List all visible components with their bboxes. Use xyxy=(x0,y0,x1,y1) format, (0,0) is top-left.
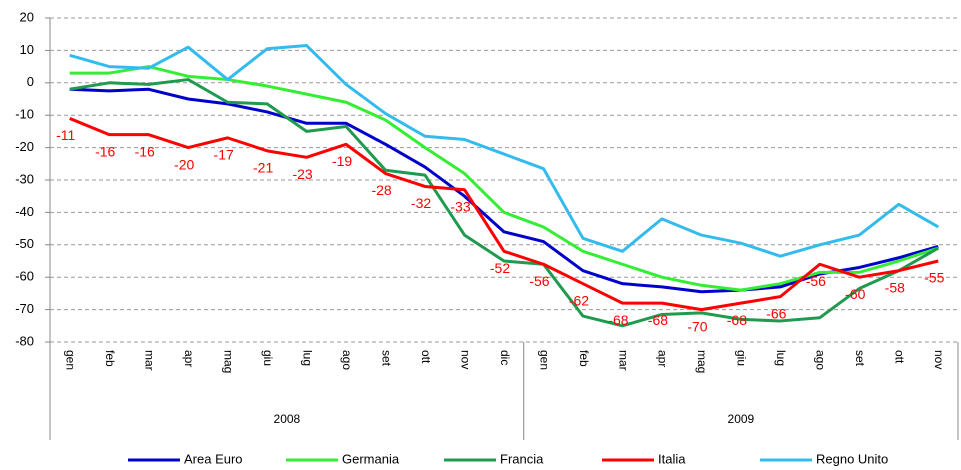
group-label: 2008 xyxy=(274,412,301,426)
legend-label: Germania xyxy=(342,451,400,466)
x-tick-label: ott xyxy=(893,350,907,364)
x-tick-label: ott xyxy=(419,350,433,364)
y-tick-label: -40 xyxy=(15,204,34,219)
x-tick-label: lug xyxy=(774,350,788,366)
data-label: -11 xyxy=(56,127,75,143)
x-tick-label: mar xyxy=(143,350,157,371)
data-label: -23 xyxy=(292,166,312,182)
data-label: -28 xyxy=(371,182,391,198)
y-tick-label: 0 xyxy=(27,74,34,89)
x-tick-label: dic xyxy=(498,350,512,365)
group-label: 2009 xyxy=(728,412,755,426)
data-label: -32 xyxy=(411,195,431,211)
data-label: -56 xyxy=(529,273,549,289)
y-tick-label: -60 xyxy=(15,269,34,284)
x-tick-label: nov xyxy=(458,350,472,369)
data-label: -58 xyxy=(885,279,905,295)
series-line xyxy=(69,44,940,258)
x-tick-label: apr xyxy=(656,350,670,367)
x-tick-label: set xyxy=(379,350,393,367)
series-line xyxy=(69,78,940,328)
series-line xyxy=(69,87,939,294)
x-tick-label: gen xyxy=(537,350,551,370)
series-line xyxy=(69,65,939,292)
data-label: -19 xyxy=(332,153,352,169)
legend-label: Francia xyxy=(500,451,544,466)
x-tick-label: mar xyxy=(616,350,630,371)
data-label: -55 xyxy=(924,270,944,286)
x-tick-label: feb xyxy=(103,350,117,367)
data-label: -70 xyxy=(687,318,707,334)
x-tick-label: gen xyxy=(64,350,78,370)
legend-label: Area Euro xyxy=(184,451,243,466)
x-tick-label: lug xyxy=(300,350,314,366)
legend-label: Italia xyxy=(658,451,686,466)
x-tick-label: ago xyxy=(340,350,354,370)
data-label: -16 xyxy=(135,143,155,159)
x-tick-label: feb xyxy=(577,350,591,367)
y-tick-label: -80 xyxy=(15,333,34,348)
x-tick-label: ago xyxy=(814,350,828,370)
y-tick-label: -50 xyxy=(15,236,34,251)
x-tick-label: nov xyxy=(932,350,946,369)
x-tick-label: mag xyxy=(695,350,709,373)
x-tick-label: set xyxy=(853,350,867,367)
y-tick-label: -30 xyxy=(15,171,34,186)
data-label: -68 xyxy=(648,312,668,328)
data-label: -52 xyxy=(490,260,510,276)
x-tick-label: giu xyxy=(261,350,275,366)
y-tick-label: -10 xyxy=(15,107,34,122)
y-tick-label: 20 xyxy=(20,9,34,24)
data-label: -66 xyxy=(766,305,786,321)
x-tick-label: apr xyxy=(182,350,196,367)
data-label: -68 xyxy=(608,312,628,328)
legend-label: Regno Unito xyxy=(816,451,888,466)
x-tick-label: giu xyxy=(735,350,749,366)
y-tick-label: 10 xyxy=(20,42,34,57)
data-label: -60 xyxy=(845,286,865,302)
data-label: -17 xyxy=(214,147,234,163)
y-tick-label: -20 xyxy=(15,139,34,154)
data-label: -62 xyxy=(569,292,589,308)
data-label: -56 xyxy=(806,273,826,289)
data-label: -20 xyxy=(174,156,194,172)
x-tick-label: mag xyxy=(221,350,235,373)
data-label: -68 xyxy=(727,312,747,328)
data-label: -16 xyxy=(95,143,115,159)
data-label: -33 xyxy=(450,198,470,214)
data-label: -21 xyxy=(253,160,273,176)
series-line xyxy=(69,117,939,312)
y-tick-label: -70 xyxy=(15,301,34,316)
